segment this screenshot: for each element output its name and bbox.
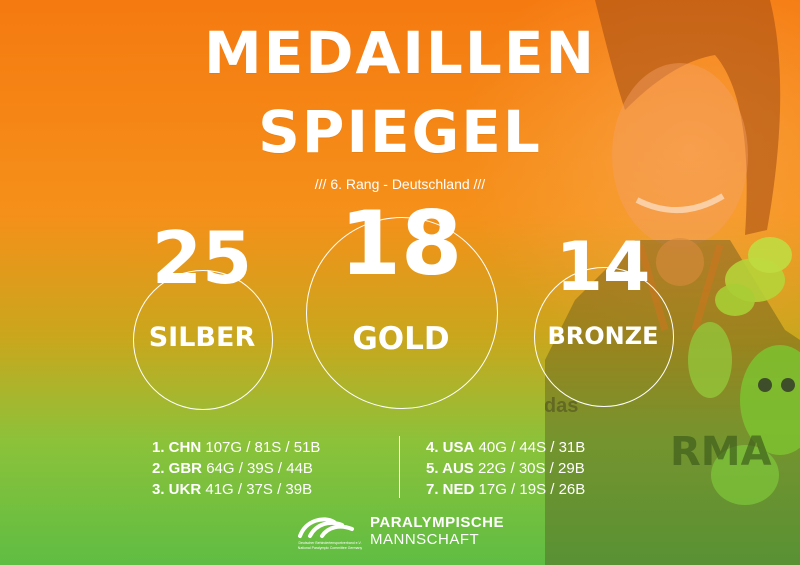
- ranking-country: 3. UKR: [152, 481, 202, 498]
- ranking-row: 4. USA 40G / 44S / 31B: [426, 437, 585, 458]
- silver-circle: [133, 270, 273, 410]
- ranking-country: 7. NED: [426, 481, 475, 498]
- ranking-stats: 64G / 39S / 44B: [206, 460, 313, 477]
- ranking-stats: 17G / 19S / 26B: [478, 481, 586, 498]
- ranking-row: 1. CHN 107G / 81S / 51B: [152, 437, 320, 458]
- ranking-country: 4. USA: [426, 439, 475, 456]
- ranking-list-left: 1. CHN 107G / 81S / 51B 2. GBR 64G / 39S…: [152, 437, 320, 500]
- bronze-label: BRONZE: [547, 322, 659, 350]
- ranking-divider: [399, 436, 400, 498]
- bronze-circle: [534, 267, 674, 407]
- ranking-country: 1. CHN: [152, 439, 202, 456]
- ranking-row: 7. NED 17G / 19S / 26B: [426, 479, 585, 500]
- gold-label: GOLD: [352, 321, 450, 357]
- ranking-list-right: 4. USA 40G / 44S / 31B 5. AUS 22G / 30S …: [426, 437, 585, 500]
- ranking-stats: 40G / 44S / 31B: [478, 439, 586, 456]
- shirt-logo-text: adidas: [545, 395, 578, 417]
- ranking-row: 3. UKR 41G / 37S / 39B: [152, 479, 320, 500]
- org-text: Deutscher Behindertensportverband e.V. N…: [290, 541, 370, 551]
- silver-count: 25: [151, 216, 253, 300]
- ranking-row: 2. GBR 64G / 39S / 44B: [152, 458, 320, 479]
- brand-line-2: MANNSCHAFT: [370, 531, 480, 548]
- paralympic-agitos-logo: [298, 517, 354, 538]
- org-line-1: Deutscher Behindertensportverband e.V.: [298, 541, 362, 545]
- gold-circle: [306, 217, 498, 409]
- team-brand: PARALYMPISCHE MANNSCHAFT: [370, 514, 504, 548]
- ranking-country: 2. GBR: [152, 460, 203, 477]
- bronze-count: 14: [555, 228, 651, 307]
- silver-label: SILBER: [148, 322, 256, 353]
- country-rank-subtitle: /// 6. Rang - Deutschland ///: [314, 176, 486, 192]
- ranking-stats: 22G / 30S / 29B: [477, 460, 585, 477]
- org-line-2: National Paralympic Committee Germany: [297, 546, 363, 550]
- ranking-row: 5. AUS 22G / 30S / 29B: [426, 458, 585, 479]
- ranking-stats: 41G / 37S / 39B: [205, 481, 313, 498]
- gold-count: 18: [339, 192, 463, 295]
- brand-line-1: PARALYMPISCHE: [370, 514, 505, 531]
- ranking-country: 5. AUS: [426, 460, 474, 477]
- title-line-1: MEDAILLEN: [203, 19, 597, 87]
- ranking-stats: 107G / 81S / 51B: [205, 439, 321, 456]
- banner-text: RMA: [670, 429, 772, 475]
- title-line-2: SPIEGEL: [258, 98, 542, 166]
